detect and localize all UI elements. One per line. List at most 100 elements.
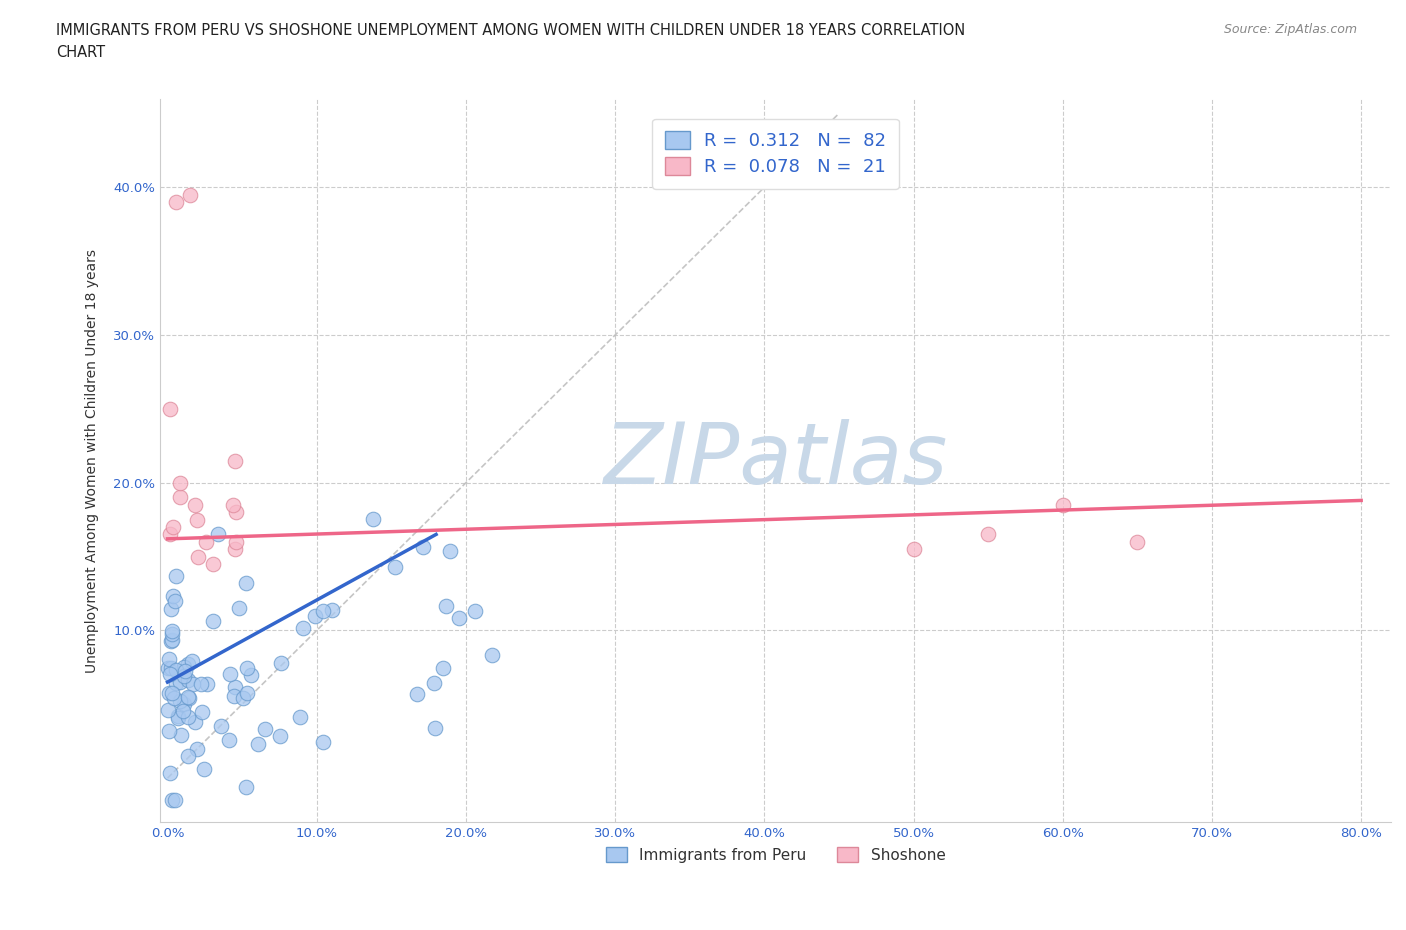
Point — [165, 194, 187, 209]
Point — [167, 709, 190, 724]
Point — [172, 704, 194, 719]
Point — [177, 691, 200, 706]
Point — [224, 680, 246, 695]
Point — [903, 542, 925, 557]
Point — [412, 540, 434, 555]
Point — [239, 668, 262, 683]
Point — [236, 660, 259, 675]
Point — [174, 663, 197, 678]
Point — [423, 721, 446, 736]
Point — [361, 512, 384, 527]
Point — [160, 685, 183, 700]
Point — [184, 498, 207, 512]
Point — [186, 512, 208, 527]
Point — [1052, 498, 1074, 512]
Point — [201, 614, 224, 629]
Point — [165, 593, 187, 608]
Point — [173, 669, 195, 684]
Point — [201, 556, 224, 571]
Point — [166, 711, 188, 725]
Point — [1126, 535, 1149, 550]
Point — [173, 697, 195, 711]
Point — [225, 535, 247, 550]
Point — [195, 535, 218, 550]
Point — [173, 659, 195, 674]
Point — [190, 677, 212, 692]
Point — [197, 676, 219, 691]
Point — [312, 734, 335, 749]
Point — [179, 187, 201, 202]
Point — [228, 601, 250, 616]
Point — [177, 749, 200, 764]
Point — [254, 722, 277, 737]
Point — [447, 611, 470, 626]
Point — [207, 526, 229, 541]
Point — [180, 654, 202, 669]
Point — [218, 733, 240, 748]
Point — [160, 632, 183, 647]
Point — [209, 719, 232, 734]
Point — [312, 604, 335, 618]
Point — [247, 737, 270, 751]
Text: IMMIGRANTS FROM PERU VS SHOSHONE UNEMPLOYMENT AMONG WOMEN WITH CHILDREN UNDER 18: IMMIGRANTS FROM PERU VS SHOSHONE UNEMPLO… — [56, 23, 966, 38]
Point — [224, 542, 246, 557]
Point — [157, 652, 180, 667]
Point — [156, 660, 179, 675]
Y-axis label: Unemployment Among Women with Children Under 18 years: Unemployment Among Women with Children U… — [86, 248, 100, 672]
Point — [219, 666, 242, 681]
Point — [170, 727, 193, 742]
Point — [169, 475, 191, 490]
Point — [157, 702, 180, 717]
Point — [269, 729, 291, 744]
Point — [225, 505, 247, 520]
Point — [162, 589, 184, 604]
Point — [160, 793, 183, 808]
Point — [291, 620, 314, 635]
Point — [222, 688, 245, 703]
Point — [432, 661, 454, 676]
Point — [236, 685, 259, 700]
Point — [304, 608, 326, 623]
Point — [176, 710, 198, 724]
Point — [159, 402, 181, 417]
Point — [165, 663, 187, 678]
Point — [159, 527, 181, 542]
Point — [162, 627, 184, 642]
Point — [191, 705, 214, 720]
Point — [186, 741, 208, 756]
Point — [406, 687, 429, 702]
Point — [169, 674, 191, 689]
Point — [160, 660, 183, 675]
Legend: Immigrants from Peru, Shoshone: Immigrants from Peru, Shoshone — [599, 842, 952, 869]
Point — [159, 765, 181, 780]
Point — [224, 453, 246, 468]
Point — [384, 560, 406, 575]
Point — [321, 603, 343, 618]
Point — [187, 549, 209, 564]
Text: CHART: CHART — [56, 45, 105, 60]
Point — [169, 490, 191, 505]
Point — [181, 677, 204, 692]
Point — [221, 498, 243, 512]
Point — [163, 690, 186, 705]
Point — [160, 601, 183, 616]
Point — [160, 624, 183, 639]
Text: Source: ZipAtlas.com: Source: ZipAtlas.com — [1223, 23, 1357, 36]
Point — [157, 724, 180, 738]
Point — [177, 689, 200, 704]
Point — [193, 761, 215, 776]
Point — [177, 657, 200, 671]
Point — [423, 675, 446, 690]
Point — [184, 715, 207, 730]
Point — [235, 780, 257, 795]
Point — [977, 527, 1000, 542]
Point — [464, 604, 486, 618]
Point — [160, 633, 183, 648]
Point — [439, 543, 461, 558]
Point — [165, 675, 187, 690]
Point — [481, 647, 503, 662]
Point — [235, 576, 257, 591]
Point — [177, 672, 200, 687]
Point — [162, 520, 184, 535]
Point — [157, 686, 180, 701]
